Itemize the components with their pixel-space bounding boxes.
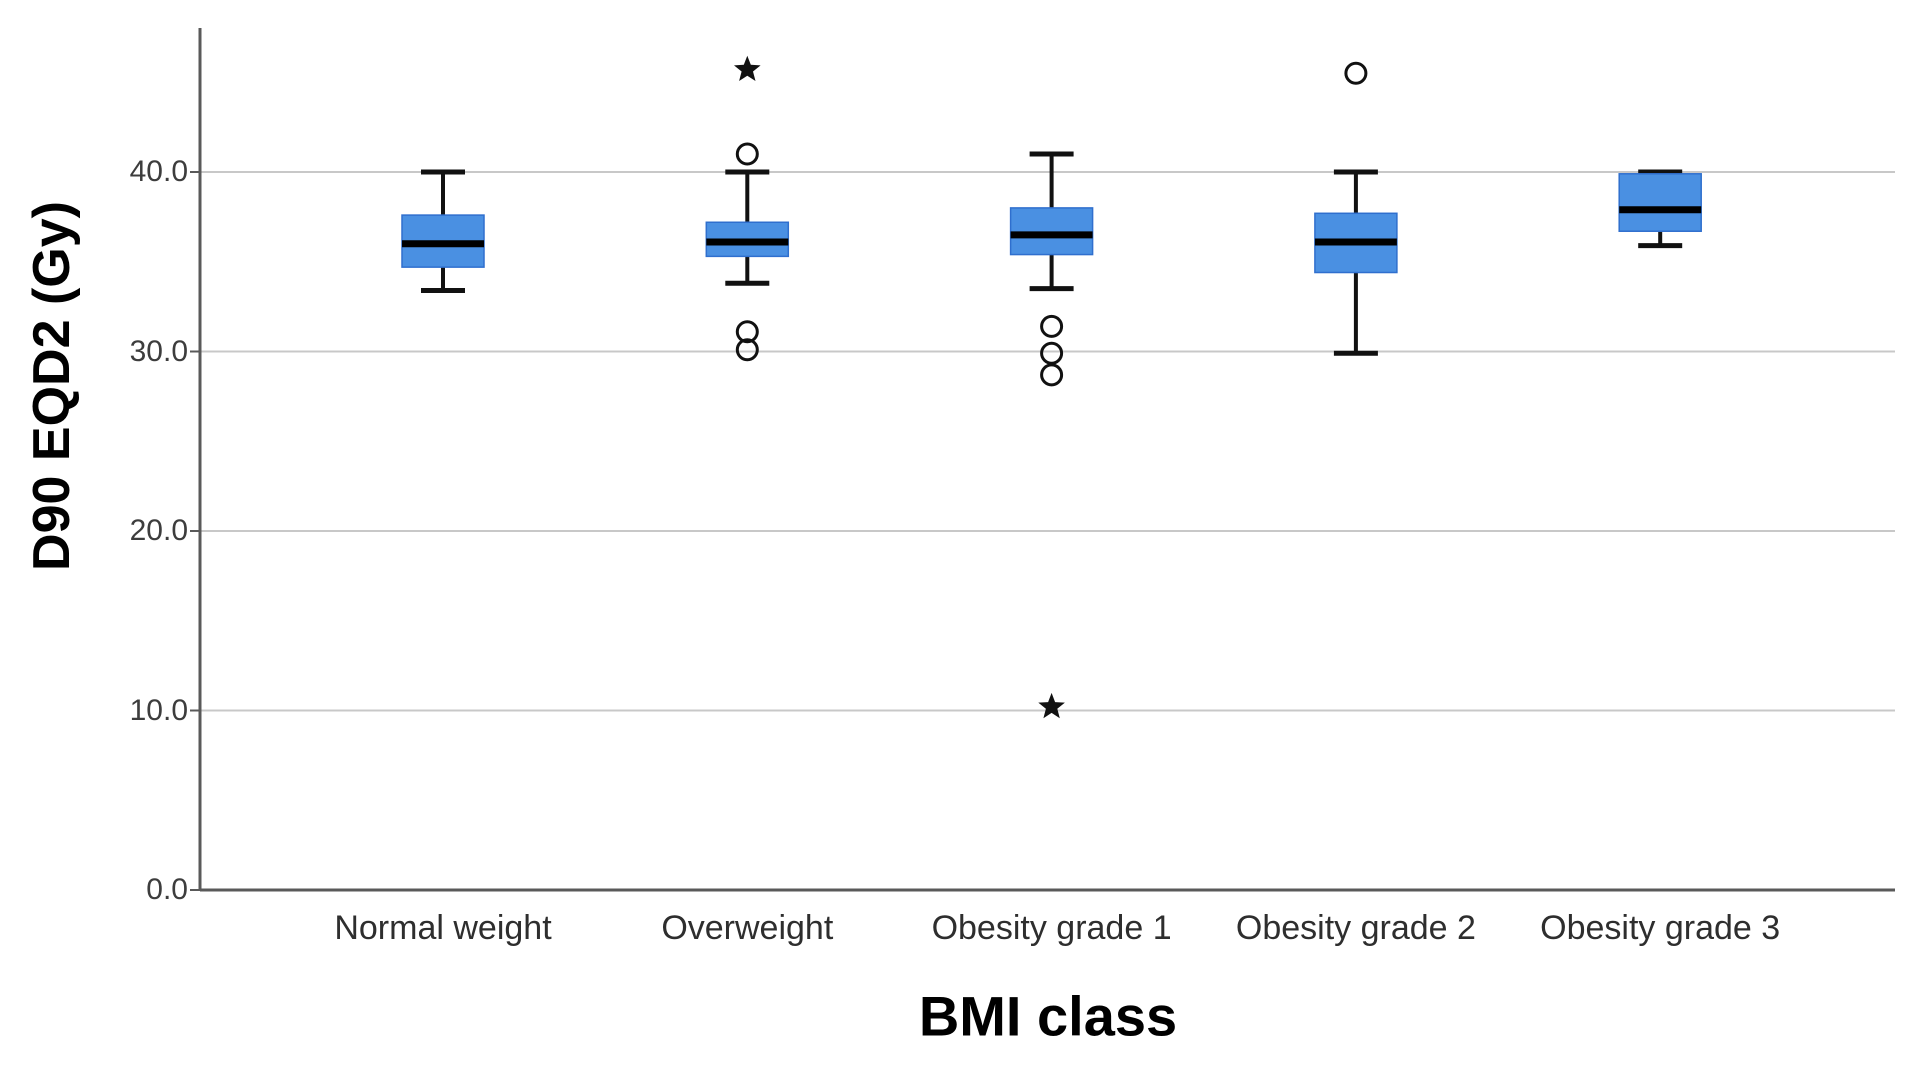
ytick-label-10.0: 10.0 [129, 693, 188, 727]
x-axis-title: BMI class [918, 984, 1178, 1048]
ytick-label-40.0: 40.0 [129, 155, 188, 188]
outlier-circle-overweight-2 [735, 320, 759, 344]
outlier-star-overweight-0 [734, 55, 761, 81]
category-label-normal-weight: Normal weight [334, 909, 552, 947]
outlier-circle-obesity-grade-2-0 [1344, 61, 1368, 85]
category-label-obesity-grade-1: Obesity grade 1 [931, 909, 1172, 947]
outlier-circle-overweight-1 [735, 142, 759, 166]
outlier-circle-overweight-3 [735, 338, 759, 362]
ytick-label-30.0: 30.0 [129, 334, 188, 368]
category-label-obesity-grade-2: Obesity grade 2 [1235, 909, 1476, 947]
box-obesity-grade-1 [1009, 207, 1094, 256]
category-label-overweight: Overweight [661, 909, 834, 947]
outlier-circle-obesity-grade-1-2 [1040, 363, 1064, 387]
ytick-label-0.0: 0.0 [146, 873, 188, 906]
ytick-label-20.0: 20.0 [129, 514, 188, 547]
outlier-circle-obesity-grade-1-0 [1040, 314, 1064, 338]
outlier-circle-obesity-grade-1-1 [1040, 341, 1064, 365]
box-obesity-grade-3 [1618, 173, 1702, 232]
category-label-obesity-grade-3: Obesity grade 3 [1540, 909, 1781, 947]
outlier-star-obesity-grade-1-3 [1038, 692, 1065, 719]
